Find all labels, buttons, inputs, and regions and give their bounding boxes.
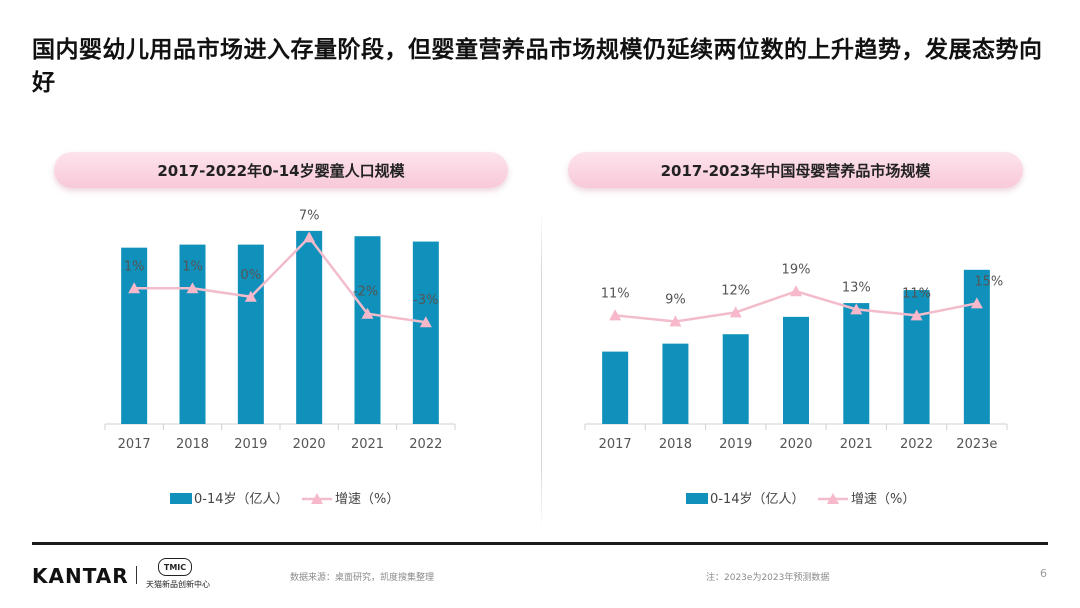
tmic-logo: TMIC 天猫新品创新中心 [146,558,210,592]
growth-marker [790,285,802,297]
x-tick-label: 2018 [659,437,692,452]
bar [179,244,206,424]
x-tick-label: 2020 [779,437,812,452]
growth-marker [970,297,983,309]
page-number: 6 [1040,567,1047,580]
chart-title-pill-population: 2017-2022年0-14岁婴童人口规模 [54,152,508,188]
x-tick-label: 2022 [409,437,442,452]
data-label: 1% [182,259,203,274]
x-tick-label: 2019 [719,437,752,452]
bar [121,247,148,424]
bar [783,316,809,424]
x-tick-label: 2017 [599,437,632,452]
x-tick-label: 2020 [293,437,326,452]
x-tick-label: 2021 [840,437,873,452]
nutrition-market-chart: 2017 2018 2019 2020 2021 2022 2023e 11% 9% 12% 19%… [584,262,1008,507]
legend-bar-swatch [686,493,708,504]
bar [296,230,323,424]
data-label: 9% [665,292,686,307]
tmic-name: 天猫新品创新中心 [146,580,210,589]
growth-marker [669,315,682,327]
chart-title-nutrition: 2017-2023年中国母婴营养品市场规模 [660,161,931,180]
source-note: 数据来源：桌面研究，凯度搜集整理 [290,573,435,583]
data-label: 7% [299,208,320,223]
x-tick-label: 2017 [118,437,151,452]
growth-line [134,235,427,324]
bar [843,303,870,424]
legend-line-label: 增速（%） [851,492,915,507]
kantar-logo: KANTAR [32,564,129,588]
bar [662,343,689,424]
data-label: -3% [413,293,438,308]
data-label: 15% [974,274,1003,289]
growth-marker [303,231,316,243]
growth-marker [910,309,923,321]
logo-separator [136,566,137,584]
forecast-note: 注：2023e为2023年预测数据 [706,573,830,583]
data-label: 0% [241,268,262,283]
bar [412,241,439,424]
page-headline: 国内婴幼儿用品市场进入存量阶段，但婴童营养品市场规模仍延续两位数的上升趋势，发展… [32,37,1043,96]
x-tick-label: 2022 [900,437,933,452]
legend-line-marker [311,493,323,504]
footer-rule [32,542,1048,545]
chart-title-pill-nutrition: 2017-2023年中国母婴营养品市场规模 [568,152,1023,188]
data-label: 13% [842,280,871,295]
bar [237,244,264,424]
bar [602,351,629,424]
data-label: 19% [782,262,811,277]
growth-marker [729,306,742,318]
legend-bar-label: 0-14岁（亿人） [710,492,805,507]
growth-marker [361,307,374,319]
bar [354,236,381,424]
data-label: 11% [902,286,931,301]
growth-marker [128,282,141,294]
growth-marker [609,309,622,321]
x-tick-label: 2023e [956,437,997,452]
vertical-divider [541,210,542,530]
chart-title-population: 2017-2022年0-14岁婴童人口规模 [157,161,405,180]
x-tick-label: 2021 [351,437,384,452]
x-tick-label: 2019 [234,437,267,452]
growth-marker [244,290,257,302]
bar [722,334,749,424]
growth-marker [850,303,863,315]
x-tick-label: 2018 [176,437,209,452]
legend-bar-label: 0-14岁（亿人） [194,492,289,507]
data-label: 12% [721,283,750,298]
legend-line-label: 增速（%） [335,492,399,507]
data-label: 1% [124,259,145,274]
growth-marker [419,316,432,328]
data-label: 11% [601,286,630,301]
tmic-badge: TMIC [158,558,192,576]
bar [963,269,990,424]
growth-marker [186,282,199,294]
population-chart: 2017 2018 2019 2020 2021 2022 1% 1% 0% 7% -2% -3% 0-… [104,208,456,507]
legend-bar-swatch [170,493,192,504]
data-label: -2% [353,285,378,300]
legend-line-marker [827,493,839,504]
